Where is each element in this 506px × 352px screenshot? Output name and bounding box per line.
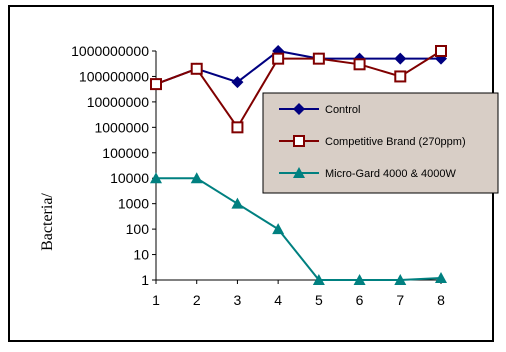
data-point [293, 103, 305, 115]
legend-item: Competitive Brand (270ppm) [279, 135, 466, 148]
x-tick-label: 8 [437, 292, 445, 308]
y-tick-label: 10000 [110, 170, 149, 186]
data-point [272, 52, 285, 65]
x-tick-label: 1 [152, 292, 160, 308]
series-layer [150, 45, 447, 285]
legend-label: Competitive Brand (270ppm) [325, 136, 466, 148]
y-tick-label: 10000000 [87, 94, 150, 110]
data-point [293, 167, 305, 178]
y-tick-label: 1000000 [94, 119, 149, 135]
legend-label: Control [325, 104, 360, 116]
y-tick-label: 100000 [102, 145, 149, 161]
y-ticks: 1000000000 100000000 10000000 1000000 100000… [71, 43, 156, 288]
x-tick-label: 4 [274, 292, 282, 308]
data-point [435, 271, 447, 283]
legend-item: Micro-Gard 4000 & 4000W [279, 167, 456, 180]
x-tick-label: 3 [234, 292, 242, 308]
series-line [155, 49, 441, 86]
data-point [394, 52, 407, 65]
series-line [155, 50, 442, 130]
legend: Control Competitive Brand (270ppm) Micro-G… [262, 92, 499, 194]
y-tick-label: 100 [126, 221, 150, 237]
x-tick-label: 7 [396, 292, 404, 308]
data-point [394, 70, 407, 83]
y-tick-label: 1000000000 [71, 43, 149, 59]
data-point [231, 197, 244, 209]
x-tick-label: 5 [315, 292, 323, 308]
series-competitive-brand-270ppm [150, 45, 447, 134]
data-point [293, 135, 305, 147]
data-point [353, 274, 366, 285]
data-point [150, 172, 162, 184]
data-point [312, 274, 325, 285]
data-point [312, 52, 325, 65]
data-point [394, 274, 407, 285]
y-tick-label: 1000 [118, 196, 149, 212]
data-point [150, 78, 162, 91]
series-line [156, 177, 442, 281]
data-point [353, 58, 366, 71]
y-tick-label: 1 [141, 272, 149, 288]
legend-label: Micro-Gard 4000 & 4000W [325, 168, 456, 180]
y-tick-label: 100000000 [79, 68, 149, 84]
data-point [190, 62, 203, 75]
x-tick-label: 2 [193, 292, 201, 308]
data-point [272, 223, 285, 235]
data-point [231, 76, 244, 89]
x-tick-label: 6 [356, 292, 364, 308]
legend-item: Control [279, 103, 360, 116]
data-point [231, 121, 244, 134]
data-point [190, 172, 203, 184]
series-micro-gard-4000-4000w [150, 172, 447, 285]
data-point [435, 45, 447, 57]
y-tick-label: 10 [133, 247, 149, 263]
y-axis-label: Bacteria/ [39, 193, 56, 251]
